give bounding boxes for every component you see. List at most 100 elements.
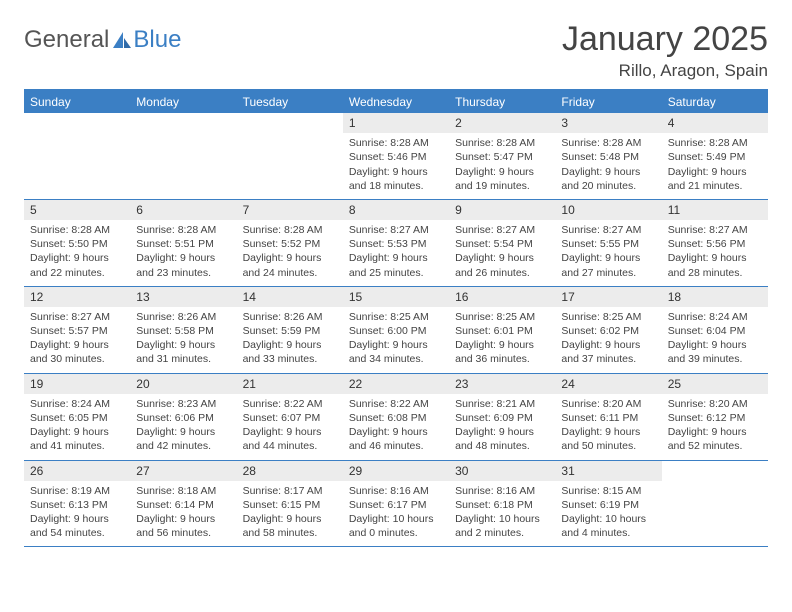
day-number: 17 [555, 287, 661, 307]
daylight-line-1: Daylight: 9 hours [30, 425, 124, 439]
sunrise-line: Sunrise: 8:21 AM [455, 397, 549, 411]
day-body: Sunrise: 8:28 AMSunset: 5:47 PMDaylight:… [449, 133, 555, 199]
day-number: 11 [662, 200, 768, 220]
day-body: Sunrise: 8:18 AMSunset: 6:14 PMDaylight:… [130, 481, 236, 547]
sunset-line: Sunset: 5:56 PM [668, 237, 762, 251]
sunrise-line: Sunrise: 8:27 AM [30, 310, 124, 324]
sunrise-line: Sunrise: 8:27 AM [668, 223, 762, 237]
day-cell [130, 113, 236, 199]
day-body: Sunrise: 8:25 AMSunset: 6:01 PMDaylight:… [449, 307, 555, 373]
day-cell: 18Sunrise: 8:24 AMSunset: 6:04 PMDayligh… [662, 287, 768, 373]
daylight-line-2: and 33 minutes. [243, 352, 337, 366]
sunrise-line: Sunrise: 8:28 AM [136, 223, 230, 237]
day-cell: 5Sunrise: 8:28 AMSunset: 5:50 PMDaylight… [24, 200, 130, 286]
daylight-line-2: and 50 minutes. [561, 439, 655, 453]
day-number: 21 [237, 374, 343, 394]
day-header: Thursday [449, 91, 555, 113]
daylight-line-1: Daylight: 10 hours [561, 512, 655, 526]
sunrise-line: Sunrise: 8:25 AM [349, 310, 443, 324]
day-number: 23 [449, 374, 555, 394]
sunset-line: Sunset: 6:04 PM [668, 324, 762, 338]
day-cell: 12Sunrise: 8:27 AMSunset: 5:57 PMDayligh… [24, 287, 130, 373]
day-body: Sunrise: 8:27 AMSunset: 5:53 PMDaylight:… [343, 220, 449, 286]
sunset-line: Sunset: 5:48 PM [561, 150, 655, 164]
day-number: 29 [343, 461, 449, 481]
daylight-line-2: and 2 minutes. [455, 526, 549, 540]
sunrise-line: Sunrise: 8:28 AM [455, 136, 549, 150]
day-cell: 21Sunrise: 8:22 AMSunset: 6:07 PMDayligh… [237, 374, 343, 460]
week-row: 1Sunrise: 8:28 AMSunset: 5:46 PMDaylight… [24, 113, 768, 200]
daylight-line-1: Daylight: 9 hours [136, 338, 230, 352]
sunrise-line: Sunrise: 8:23 AM [136, 397, 230, 411]
sunset-line: Sunset: 6:01 PM [455, 324, 549, 338]
daylight-line-2: and 41 minutes. [30, 439, 124, 453]
sunrise-line: Sunrise: 8:28 AM [243, 223, 337, 237]
sunrise-line: Sunrise: 8:24 AM [668, 310, 762, 324]
daylight-line-1: Daylight: 10 hours [455, 512, 549, 526]
sunrise-line: Sunrise: 8:27 AM [455, 223, 549, 237]
day-number [24, 113, 130, 133]
day-body: Sunrise: 8:16 AMSunset: 6:17 PMDaylight:… [343, 481, 449, 547]
daylight-line-1: Daylight: 9 hours [561, 425, 655, 439]
sunset-line: Sunset: 6:13 PM [30, 498, 124, 512]
daylight-line-1: Daylight: 9 hours [349, 251, 443, 265]
day-cell: 9Sunrise: 8:27 AMSunset: 5:54 PMDaylight… [449, 200, 555, 286]
daylight-line-2: and 19 minutes. [455, 179, 549, 193]
day-number: 12 [24, 287, 130, 307]
day-number: 18 [662, 287, 768, 307]
day-body: Sunrise: 8:23 AMSunset: 6:06 PMDaylight:… [130, 394, 236, 460]
sunset-line: Sunset: 5:46 PM [349, 150, 443, 164]
daylight-line-1: Daylight: 9 hours [455, 251, 549, 265]
week-row: 5Sunrise: 8:28 AMSunset: 5:50 PMDaylight… [24, 200, 768, 287]
daylight-line-1: Daylight: 9 hours [30, 251, 124, 265]
day-cell: 14Sunrise: 8:26 AMSunset: 5:59 PMDayligh… [237, 287, 343, 373]
daylight-line-1: Daylight: 9 hours [561, 251, 655, 265]
daylight-line-2: and 54 minutes. [30, 526, 124, 540]
daylight-line-2: and 25 minutes. [349, 266, 443, 280]
day-header: Saturday [662, 91, 768, 113]
weeks-container: 1Sunrise: 8:28 AMSunset: 5:46 PMDaylight… [24, 113, 768, 547]
day-cell [24, 113, 130, 199]
daylight-line-1: Daylight: 9 hours [668, 425, 762, 439]
sunrise-line: Sunrise: 8:15 AM [561, 484, 655, 498]
day-number: 7 [237, 200, 343, 220]
day-cell: 11Sunrise: 8:27 AMSunset: 5:56 PMDayligh… [662, 200, 768, 286]
daylight-line-2: and 42 minutes. [136, 439, 230, 453]
day-number: 30 [449, 461, 555, 481]
day-number: 22 [343, 374, 449, 394]
daylight-line-2: and 28 minutes. [668, 266, 762, 280]
daylight-line-2: and 30 minutes. [30, 352, 124, 366]
sunset-line: Sunset: 6:11 PM [561, 411, 655, 425]
day-cell: 24Sunrise: 8:20 AMSunset: 6:11 PMDayligh… [555, 374, 661, 460]
day-number [237, 113, 343, 133]
sunrise-line: Sunrise: 8:25 AM [455, 310, 549, 324]
day-number: 16 [449, 287, 555, 307]
month-title: January 2025 [562, 20, 768, 59]
day-header: Friday [555, 91, 661, 113]
day-number: 27 [130, 461, 236, 481]
daylight-line-1: Daylight: 9 hours [243, 251, 337, 265]
day-body: Sunrise: 8:15 AMSunset: 6:19 PMDaylight:… [555, 481, 661, 547]
sunset-line: Sunset: 6:02 PM [561, 324, 655, 338]
sunset-line: Sunset: 6:19 PM [561, 498, 655, 512]
sunrise-line: Sunrise: 8:28 AM [30, 223, 124, 237]
day-body: Sunrise: 8:28 AMSunset: 5:52 PMDaylight:… [237, 220, 343, 286]
sunrise-line: Sunrise: 8:26 AM [243, 310, 337, 324]
sunset-line: Sunset: 6:06 PM [136, 411, 230, 425]
day-cell [237, 113, 343, 199]
daylight-line-2: and 39 minutes. [668, 352, 762, 366]
day-number: 4 [662, 113, 768, 133]
daylight-line-2: and 31 minutes. [136, 352, 230, 366]
daylight-line-2: and 24 minutes. [243, 266, 337, 280]
logo: General Blue [24, 20, 181, 54]
daylight-line-1: Daylight: 9 hours [243, 512, 337, 526]
sunset-line: Sunset: 6:18 PM [455, 498, 549, 512]
day-cell: 19Sunrise: 8:24 AMSunset: 6:05 PMDayligh… [24, 374, 130, 460]
sunrise-line: Sunrise: 8:22 AM [243, 397, 337, 411]
daylight-line-2: and 52 minutes. [668, 439, 762, 453]
day-body: Sunrise: 8:24 AMSunset: 6:05 PMDaylight:… [24, 394, 130, 460]
sunrise-line: Sunrise: 8:18 AM [136, 484, 230, 498]
day-cell: 25Sunrise: 8:20 AMSunset: 6:12 PMDayligh… [662, 374, 768, 460]
sunrise-line: Sunrise: 8:27 AM [349, 223, 443, 237]
sunrise-line: Sunrise: 8:19 AM [30, 484, 124, 498]
